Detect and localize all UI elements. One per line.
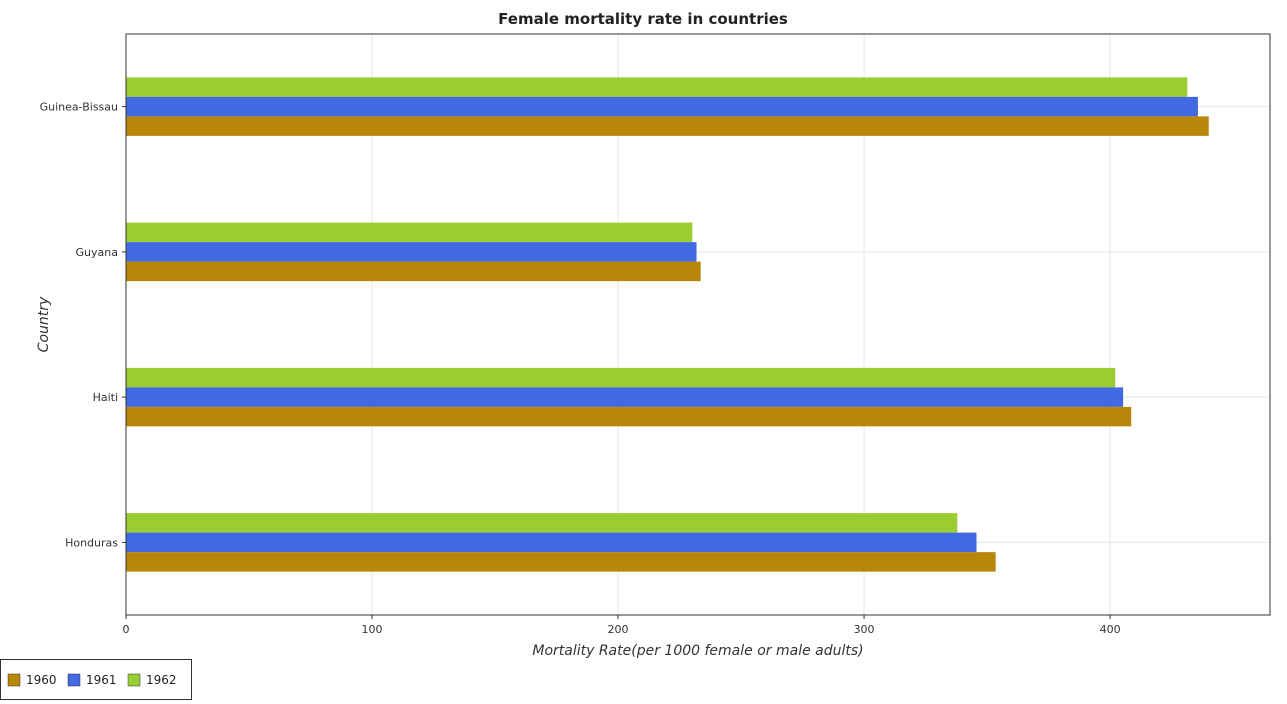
legend-swatch-1960 xyxy=(7,673,21,687)
y-tick-label: Honduras xyxy=(65,536,118,549)
bar-guinea-bissau-1960 xyxy=(126,116,1209,136)
plot-frame xyxy=(125,33,1271,616)
bar-guyana-1960 xyxy=(126,261,701,282)
bar-haiti-1962 xyxy=(126,367,1116,388)
bar-guinea-bissau-1962 xyxy=(126,77,1188,97)
x-tick-label: 100 xyxy=(362,623,383,636)
y-tick-label: Haiti xyxy=(93,391,118,404)
y-axis-label: Country xyxy=(36,296,52,352)
legend-swatch-1961 xyxy=(67,673,81,687)
x-tick-label: 300 xyxy=(854,623,875,636)
bar-honduras-1960 xyxy=(126,552,996,572)
x-tick-label: 200 xyxy=(608,623,629,636)
x-axis-ticks: 0 100 200 300 400 xyxy=(123,615,1121,636)
bar-guinea-bissau-1961 xyxy=(126,96,1198,117)
legend-label-1960: 1960 xyxy=(26,673,57,687)
x-tick-label: 0 xyxy=(123,623,130,636)
legend-label-1961: 1961 xyxy=(86,673,117,687)
bar-haiti-1961 xyxy=(126,387,1124,407)
legend: 1960 1961 1962 xyxy=(0,659,192,700)
chart-title: Female mortality rate in countries xyxy=(498,10,788,28)
legend-box xyxy=(0,659,192,700)
x-axis-label: Mortality Rate(per 1000 female or male a… xyxy=(532,643,863,659)
bar-guyana-1961 xyxy=(126,242,697,262)
bars xyxy=(126,77,1209,572)
bar-honduras-1962 xyxy=(126,513,958,533)
y-axis-ticks: Guinea-Bissau Guyana Haiti Honduras xyxy=(40,101,126,549)
legend-label-1962: 1962 xyxy=(146,673,177,687)
bar-honduras-1961 xyxy=(126,532,977,553)
y-tick-label: Guyana xyxy=(76,246,118,259)
bar-guyana-1962 xyxy=(126,222,693,243)
bar-haiti-1960 xyxy=(126,406,1132,427)
legend-swatch-1962 xyxy=(127,673,141,687)
x-tick-label: 400 xyxy=(1100,623,1121,636)
y-tick-label: Guinea-Bissau xyxy=(40,101,118,114)
